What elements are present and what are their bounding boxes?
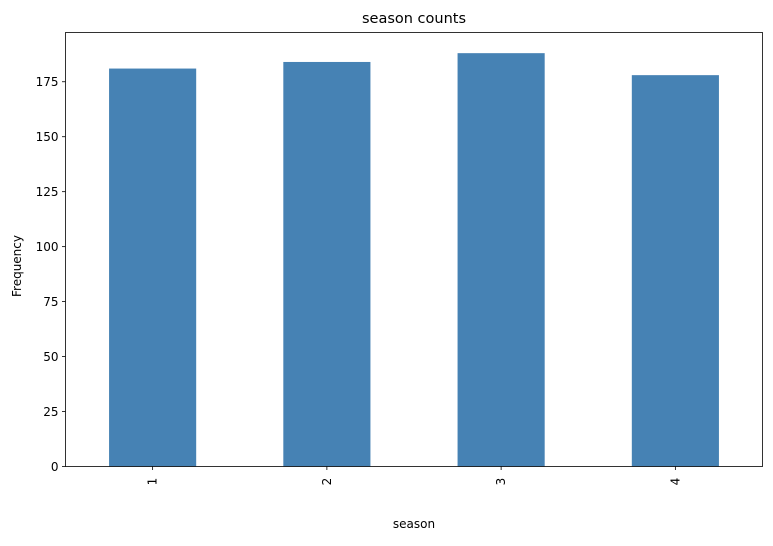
bar-season-2: [283, 61, 371, 467]
x-axis-label: season: [393, 517, 435, 531]
x-tick-label: 3: [494, 478, 508, 486]
chart-title: season counts: [362, 11, 466, 27]
x-tick-label: 1: [146, 478, 160, 486]
y-axis-ticks: 0 25 50 75 100 125 150 175: [36, 75, 66, 474]
x-tick-label: 4: [668, 478, 682, 486]
y-axis-label: Frequency: [10, 235, 24, 297]
x-tick-label: 2: [320, 478, 334, 486]
bar-season-1: [109, 68, 197, 467]
y-tick-label: 50: [43, 350, 58, 364]
y-tick-label: 175: [36, 75, 59, 89]
y-tick-label: 100: [36, 240, 59, 254]
x-axis-ticks: 1 2 3 4: [146, 466, 682, 486]
bars-layer: [109, 53, 719, 467]
y-tick-label: 0: [51, 460, 59, 474]
plot-frame: [65, 32, 763, 467]
y-tick-label: 150: [36, 130, 59, 144]
bar-season-3: [457, 53, 545, 467]
axes-layer: [65, 32, 763, 467]
y-tick-label: 25: [43, 405, 58, 419]
bar-season-4: [631, 75, 719, 467]
y-tick-label: 125: [36, 185, 59, 199]
y-tick-label: 75: [43, 295, 58, 309]
